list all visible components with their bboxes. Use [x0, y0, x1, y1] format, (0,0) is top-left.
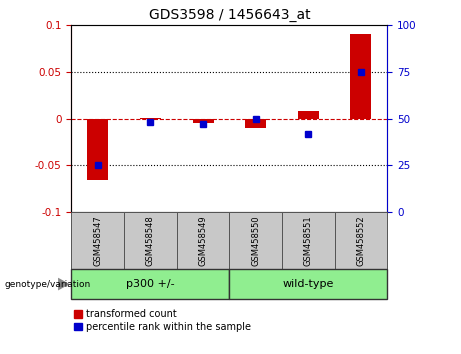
- Bar: [298, 111, 319, 119]
- Text: GSM458552: GSM458552: [356, 215, 366, 266]
- Bar: [193, 119, 213, 123]
- Bar: [245, 119, 266, 128]
- Text: GSM458551: GSM458551: [304, 215, 313, 266]
- Text: wild-type: wild-type: [283, 279, 334, 289]
- Bar: [140, 118, 161, 119]
- Bar: [229, 269, 387, 299]
- Bar: [87, 119, 108, 179]
- Bar: [335, 212, 387, 269]
- Bar: [71, 269, 229, 299]
- Bar: [71, 212, 124, 269]
- Bar: [177, 212, 229, 269]
- Bar: [350, 34, 372, 119]
- Text: genotype/variation: genotype/variation: [5, 280, 91, 289]
- Text: GSM458550: GSM458550: [251, 215, 260, 266]
- Text: GSM458548: GSM458548: [146, 215, 155, 266]
- Text: GSM458549: GSM458549: [199, 215, 207, 266]
- Bar: [282, 212, 335, 269]
- Legend: transformed count, percentile rank within the sample: transformed count, percentile rank withi…: [74, 309, 251, 332]
- Polygon shape: [58, 278, 70, 290]
- Text: GSM458547: GSM458547: [93, 215, 102, 266]
- Bar: [124, 212, 177, 269]
- Text: p300 +/-: p300 +/-: [126, 279, 175, 289]
- Bar: [229, 212, 282, 269]
- Title: GDS3598 / 1456643_at: GDS3598 / 1456643_at: [148, 8, 310, 22]
